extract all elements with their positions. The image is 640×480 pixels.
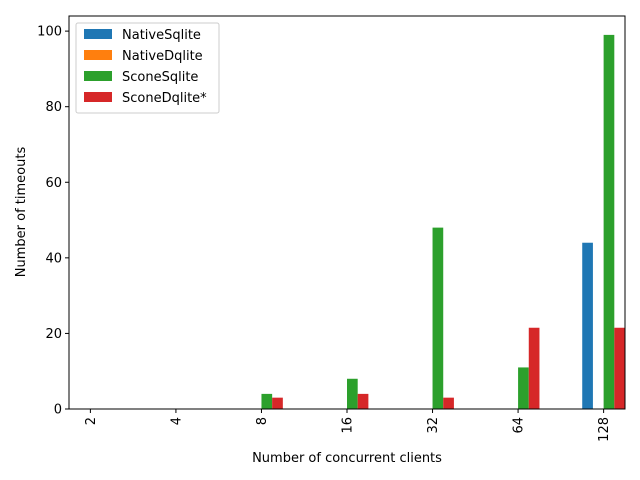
x-tick-label: 128 [597, 417, 612, 442]
bar-SconeDqlite*-16 [357, 393, 369, 409]
x-axis: 2 4 8 16 32 64 128 [84, 409, 612, 442]
legend-label: SconeSqlite [122, 70, 198, 85]
legend-label: SconeDqlite* [122, 91, 207, 106]
y-tick-label: 40 [45, 251, 62, 266]
bar-SconeSqlite-128 [603, 34, 615, 409]
y-axis-label: Number of timeouts [14, 147, 29, 278]
bar-SconeDqlite*-8 [272, 397, 283, 409]
y-tick-label: 20 [45, 327, 62, 342]
x-tick-label: 4 [169, 417, 184, 425]
x-tick-label: 2 [84, 417, 99, 425]
y-tick-label: 80 [45, 100, 62, 115]
x-tick-label: 32 [426, 417, 441, 434]
legend: NativeSqlite NativeDqlite SconeSqlite Scone… [75, 22, 220, 114]
legend-swatch [84, 50, 112, 60]
legend-swatch [84, 92, 112, 102]
bar-SconeSqlite-64 [518, 367, 529, 409]
legend-label: NativeSqlite [122, 28, 201, 43]
x-tick-label: 16 [341, 417, 356, 434]
x-axis-label: Number of concurrent clients [252, 451, 442, 466]
y-tick-label: 100 [37, 25, 62, 40]
y-tick-label: 60 [45, 176, 62, 191]
bars-layer [261, 34, 625, 409]
bar-NativeSqlite-128 [582, 242, 593, 409]
y-axis: 0 20 40 60 80 100 [37, 25, 69, 418]
x-tick-label: 64 [512, 417, 527, 434]
bar-SconeSqlite-8 [261, 393, 273, 409]
bar-SconeSqlite-32 [432, 227, 444, 409]
legend-swatch [84, 29, 112, 39]
bar-SconeDqlite*-32 [443, 397, 454, 409]
bar-SconeDqlite*-128 [614, 327, 625, 409]
legend-swatch [84, 71, 112, 81]
bar-SconeDqlite*-64 [528, 327, 540, 409]
legend-box [75, 22, 220, 114]
legend-label: NativeDqlite [122, 49, 203, 64]
bar-SconeSqlite-16 [347, 378, 358, 409]
y-tick-label: 0 [54, 403, 62, 418]
x-tick-label: 8 [255, 417, 270, 425]
